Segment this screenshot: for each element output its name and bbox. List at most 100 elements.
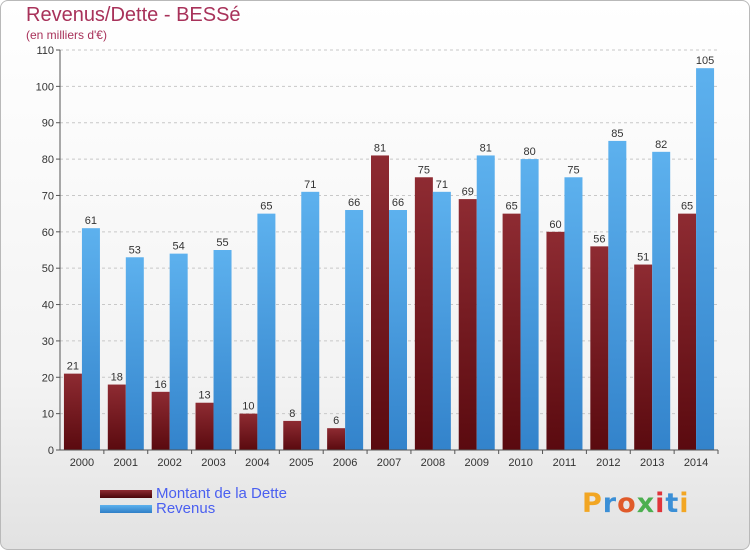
x-tick-label: 2002 bbox=[157, 457, 181, 469]
logo-letter: i bbox=[679, 488, 690, 519]
bar-dette bbox=[678, 213, 697, 450]
bar-dette bbox=[195, 402, 214, 450]
legend-swatch-revenus bbox=[100, 504, 152, 513]
data-label-dette: 21 bbox=[67, 361, 79, 373]
legend: Montant de la Dette Revenus bbox=[100, 486, 287, 516]
y-tick-label: 30 bbox=[42, 336, 54, 348]
data-label-revenus: 75 bbox=[567, 164, 579, 176]
y-tick-label: 70 bbox=[42, 190, 54, 202]
x-tick-label: 2000 bbox=[70, 457, 94, 469]
bar-revenus bbox=[257, 213, 276, 450]
data-label-dette: 8 bbox=[289, 408, 295, 420]
x-tick-label: 2004 bbox=[245, 457, 269, 469]
data-label-dette: 51 bbox=[637, 252, 649, 264]
x-tick-label: 2010 bbox=[508, 457, 532, 469]
y-tick-label: 110 bbox=[36, 45, 54, 57]
bar-revenus bbox=[81, 228, 100, 450]
y-tick-label: 40 bbox=[42, 300, 54, 312]
data-label-dette: 6 bbox=[333, 415, 339, 427]
x-tick-label: 2007 bbox=[377, 457, 401, 469]
data-label-dette: 75 bbox=[418, 164, 430, 176]
data-label-revenus: 61 bbox=[85, 215, 97, 227]
bar-revenus bbox=[213, 250, 232, 450]
legend-item-revenus: Revenus bbox=[100, 501, 287, 516]
x-tick-label: 2013 bbox=[640, 457, 664, 469]
data-label-dette: 65 bbox=[505, 201, 517, 213]
bar-dette bbox=[458, 199, 477, 450]
data-label-dette: 18 bbox=[111, 372, 123, 384]
x-tick-label: 2001 bbox=[114, 457, 138, 469]
data-label-revenus: 65 bbox=[260, 201, 272, 213]
data-label-dette: 65 bbox=[681, 201, 693, 213]
bar-revenus bbox=[169, 253, 188, 450]
bar-dette bbox=[107, 384, 126, 450]
bar-revenus bbox=[476, 155, 495, 451]
data-label-revenus: 66 bbox=[348, 197, 360, 209]
bar-revenus bbox=[301, 191, 320, 450]
data-label-revenus: 105 bbox=[696, 55, 714, 67]
logo-letter: i bbox=[655, 488, 666, 519]
data-label-dette: 13 bbox=[198, 390, 210, 402]
y-tick-label: 90 bbox=[42, 118, 54, 130]
legend-label-dette: Montant de la Dette bbox=[156, 485, 287, 502]
bar-revenus bbox=[696, 68, 715, 450]
bar-dette bbox=[151, 391, 170, 450]
logo-letter: r bbox=[602, 488, 618, 519]
bar-dette bbox=[239, 413, 258, 450]
bar-dette bbox=[634, 264, 653, 450]
logo-letter: t bbox=[665, 488, 680, 519]
logo-letter: x bbox=[636, 488, 656, 519]
x-tick-label: 2003 bbox=[201, 457, 225, 469]
proxiti-logo: Proxiti bbox=[582, 488, 690, 519]
y-tick-label: 80 bbox=[42, 154, 54, 166]
data-label-dette: 56 bbox=[593, 233, 605, 245]
bar-dette bbox=[414, 177, 433, 451]
x-tick-label: 2011 bbox=[553, 457, 577, 469]
data-label-revenus: 55 bbox=[216, 237, 228, 249]
x-tick-label: 2012 bbox=[596, 457, 620, 469]
bar-dette bbox=[502, 213, 521, 450]
bar-dette bbox=[63, 373, 82, 450]
data-label-dette: 16 bbox=[155, 379, 167, 391]
data-label-revenus: 53 bbox=[129, 244, 141, 256]
data-label-revenus: 71 bbox=[304, 179, 316, 191]
data-label-dette: 60 bbox=[549, 219, 561, 231]
bar-revenus bbox=[389, 210, 407, 450]
data-label-revenus: 81 bbox=[480, 142, 492, 154]
y-tick-label: 20 bbox=[42, 372, 54, 384]
legend-label-revenus: Revenus bbox=[156, 500, 216, 517]
bar-dette bbox=[327, 428, 346, 450]
logo-letter: o bbox=[617, 488, 637, 519]
legend-item-dette: Montant de la Dette bbox=[100, 486, 287, 501]
data-label-dette: 69 bbox=[462, 186, 474, 198]
logo-letter: P bbox=[582, 488, 603, 519]
legend-swatch-dette bbox=[100, 489, 152, 498]
x-tick-label: 2008 bbox=[421, 457, 445, 469]
data-label-revenus: 82 bbox=[655, 139, 667, 151]
y-tick-label: 100 bbox=[36, 81, 54, 93]
y-tick-label: 60 bbox=[42, 227, 54, 239]
data-label-dette: 81 bbox=[374, 142, 386, 154]
bar-dette bbox=[546, 231, 565, 450]
bar-revenus bbox=[520, 159, 539, 450]
y-tick-label: 10 bbox=[42, 409, 54, 421]
bar-revenus bbox=[608, 140, 627, 450]
bar-revenus bbox=[432, 191, 451, 450]
y-tick-label: 50 bbox=[42, 263, 54, 275]
bar-revenus bbox=[345, 210, 364, 450]
x-tick-label: 2006 bbox=[333, 457, 357, 469]
chart-subtitle: (en milliers d'€) bbox=[26, 28, 107, 42]
bar-revenus bbox=[564, 177, 583, 451]
chart-title: Revenus/Dette - BESSé bbox=[26, 4, 241, 26]
data-label-revenus: 80 bbox=[523, 146, 535, 158]
bar-dette bbox=[283, 420, 302, 450]
data-label-revenus: 66 bbox=[392, 197, 404, 209]
y-tick-label: 0 bbox=[48, 445, 54, 457]
bar-dette bbox=[590, 246, 609, 450]
bar-revenus bbox=[652, 151, 671, 450]
data-label-revenus: 71 bbox=[436, 179, 448, 191]
x-tick-label: 2014 bbox=[684, 457, 708, 469]
data-label-revenus: 54 bbox=[173, 241, 185, 253]
bar-dette bbox=[371, 155, 389, 451]
